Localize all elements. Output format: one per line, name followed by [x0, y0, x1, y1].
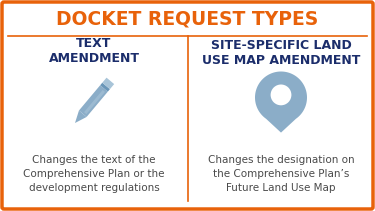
Circle shape — [271, 84, 291, 105]
Text: Changes the text of the
Comprehensive Plan or the
development regulations: Changes the text of the Comprehensive Pl… — [23, 155, 165, 193]
Polygon shape — [100, 83, 110, 92]
Polygon shape — [75, 111, 87, 123]
Polygon shape — [84, 90, 105, 114]
Text: Changes the designation on
the Comprehensive Plan’s
Future Land Use Map: Changes the designation on the Comprehen… — [208, 155, 354, 193]
Polygon shape — [255, 72, 307, 133]
Polygon shape — [79, 85, 108, 117]
Text: SITE-SPECIFIC LAND
USE MAP AMENDMENT: SITE-SPECIFIC LAND USE MAP AMENDMENT — [202, 39, 360, 67]
FancyBboxPatch shape — [2, 2, 373, 209]
Polygon shape — [102, 78, 114, 89]
Text: TEXT
AMENDMENT: TEXT AMENDMENT — [48, 37, 140, 65]
Text: DOCKET REQUEST TYPES: DOCKET REQUEST TYPES — [56, 9, 319, 28]
